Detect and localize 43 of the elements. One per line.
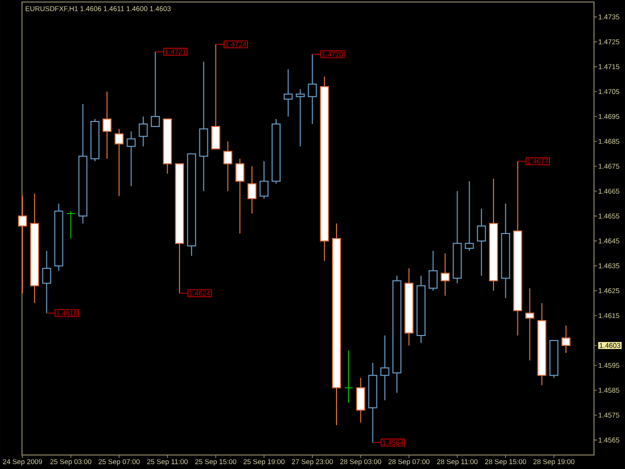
candlestick bbox=[320, 76, 329, 262]
candlestick bbox=[187, 153, 196, 256]
candlestick bbox=[296, 88, 305, 147]
candlestick bbox=[344, 350, 354, 404]
candlestick bbox=[440, 252, 450, 296]
candlestick bbox=[138, 116, 148, 147]
candlestick bbox=[150, 51, 160, 127]
candlestick bbox=[525, 288, 534, 361]
candlestick bbox=[416, 275, 426, 344]
candlestick bbox=[489, 178, 498, 292]
candlestick bbox=[30, 193, 40, 304]
candlestick bbox=[247, 166, 256, 214]
candlestick bbox=[464, 180, 474, 252]
candlestick bbox=[380, 335, 390, 401]
candlestick bbox=[368, 362, 378, 444]
candlestick bbox=[513, 160, 522, 336]
candlestick bbox=[452, 190, 462, 284]
candlestick bbox=[501, 203, 510, 299]
candlestick bbox=[199, 61, 208, 192]
candlestick bbox=[54, 203, 64, 272]
candlestick bbox=[235, 158, 244, 234]
candlestick bbox=[260, 160, 269, 200]
candlestick bbox=[284, 68, 293, 117]
candlestick bbox=[356, 377, 366, 424]
candlestick bbox=[561, 325, 570, 354]
candlestick bbox=[223, 140, 232, 192]
candlestick bbox=[404, 268, 414, 346]
candlestick bbox=[18, 196, 27, 294]
candlestick bbox=[126, 130, 136, 187]
candlestick bbox=[66, 210, 76, 239]
candlestick bbox=[392, 275, 402, 394]
candlestick bbox=[428, 250, 438, 292]
candlestick bbox=[332, 223, 341, 426]
candlestick bbox=[476, 208, 486, 276]
candlestick bbox=[78, 104, 88, 224]
candlestick bbox=[308, 54, 317, 124]
candlestick bbox=[211, 44, 220, 150]
candlestick bbox=[114, 128, 124, 197]
candlestick bbox=[175, 163, 184, 294]
candlestick bbox=[42, 250, 52, 314]
candlestick bbox=[537, 302, 546, 386]
candlestick bbox=[102, 91, 112, 160]
candlestick bbox=[162, 118, 172, 174]
